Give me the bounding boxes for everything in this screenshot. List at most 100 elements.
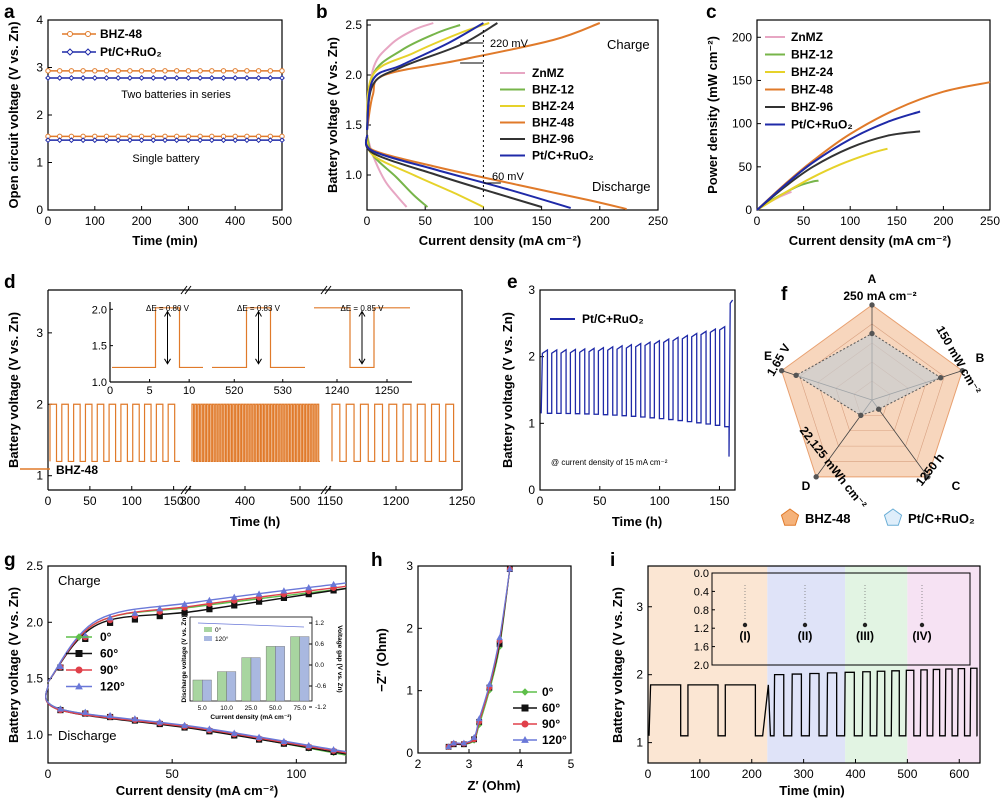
legend-pentagon [780,508,800,526]
inset-legend-entry: 120° [215,635,229,643]
data-point [131,715,139,722]
x-tick-label: 50 [593,494,607,508]
data-point [150,68,157,74]
axis-break [324,285,332,295]
legend-entry: 90° [542,717,560,731]
radar-axis-letter: A [868,272,877,286]
condition-label: (III) [856,629,874,643]
data-point [521,704,529,712]
y-tick-label: 1 [528,416,535,430]
series-line [366,134,408,208]
panel-label: c [706,2,717,23]
x-tick-label: 200 [132,214,152,228]
data-point [162,137,168,144]
data-point [138,75,145,81]
y-tick-label: 0 [745,203,752,217]
data-point [197,68,203,74]
legend-entry: Pt/C+RuO₂ [532,149,594,163]
data-point [80,68,86,74]
y-tick-label: 1.5 [345,118,362,132]
series-line [49,403,180,463]
inset-bar [265,646,276,702]
legend-entry: Pt/C+RuO₂ [791,118,853,132]
data-point [330,746,338,753]
legend-entry: 60° [542,701,560,715]
plot-frame [539,289,736,491]
data-point [115,75,122,81]
x-tick-label: 0 [537,494,544,508]
legend-entry: 0° [542,685,554,699]
data-point [185,137,192,144]
inset-bar [201,679,212,702]
inset-bar [250,657,261,702]
inset-line [314,307,410,369]
series-line [191,403,320,463]
annotation: Discharge [58,728,117,743]
data-point [103,137,110,144]
axis-break [184,285,192,295]
x-tick-label: 150 [532,214,552,228]
data-point [156,605,164,612]
panel-label: a [4,2,15,23]
y-axis-label: Battery voltage (V vs. Zn) [325,37,340,193]
annotation: ΔE = 0.85 V [341,304,385,313]
inset-gap-line [197,622,305,628]
annotation: 60 mV [492,171,524,183]
data-point [450,739,457,746]
data-point [173,75,180,81]
legend-entry: Pt/C+RuO₂ [100,45,162,59]
panel-label: h [371,550,383,571]
data-point [267,137,274,144]
data-point [305,584,313,591]
data-point [197,75,204,81]
legend-entry: BHZ-48 [532,116,574,130]
series-line [756,110,921,211]
y-tick-label: 3 [36,61,43,75]
y-tick-label: 2.5 [26,559,43,573]
plot-frame [47,19,283,211]
inset-y2-tick-label: -0.6 [315,683,327,690]
data-point [267,75,274,81]
data-point [793,372,799,379]
x-tick-label: 150 [709,494,729,508]
x-tick-label: 100 [690,767,710,781]
legend-entry: BHZ-12 [532,83,574,97]
panel-b: 0 50 100 150 200 250 1.0 1.5 2.0 2.5 ZnMZ BHZ-12 BHZ… [316,2,668,248]
y-tick-label: 2.0 [26,615,43,629]
inset-bar [241,657,252,702]
y-tick-label: 1 [406,684,413,698]
radar-axis-value: 250 mA cm⁻² [843,289,916,303]
y-tick-label: 200 [732,30,752,44]
data-point [150,137,157,144]
series-line [756,130,921,211]
data-point [255,75,262,81]
data-point [56,75,63,81]
data-point [174,68,180,74]
x-tick-label: 100 [473,214,493,228]
data-point [220,137,227,144]
data-point [279,68,285,74]
data-point [197,137,204,144]
axis-break [184,485,192,495]
series-line [366,22,601,131]
arrow-head [255,310,262,317]
arrow-head [164,310,171,317]
x-tick-label: 100 [122,494,142,508]
data-point [255,590,263,597]
inset-bar [275,646,285,702]
inset-frame [711,572,971,666]
y-tick-label: 100 [732,117,752,131]
inset-y2-tick-label: 0.6 [315,641,324,648]
inset-bar [217,671,227,702]
data-point [280,587,288,594]
data-point [209,68,215,74]
legend-entry: ZnMZ [791,30,823,44]
data-point [205,725,213,732]
x-tick-label: 600 [949,767,969,781]
x-tick-label: 1200 [383,494,410,508]
data-point [138,68,145,74]
axis-break [320,485,328,495]
panel-label: i [610,550,615,571]
